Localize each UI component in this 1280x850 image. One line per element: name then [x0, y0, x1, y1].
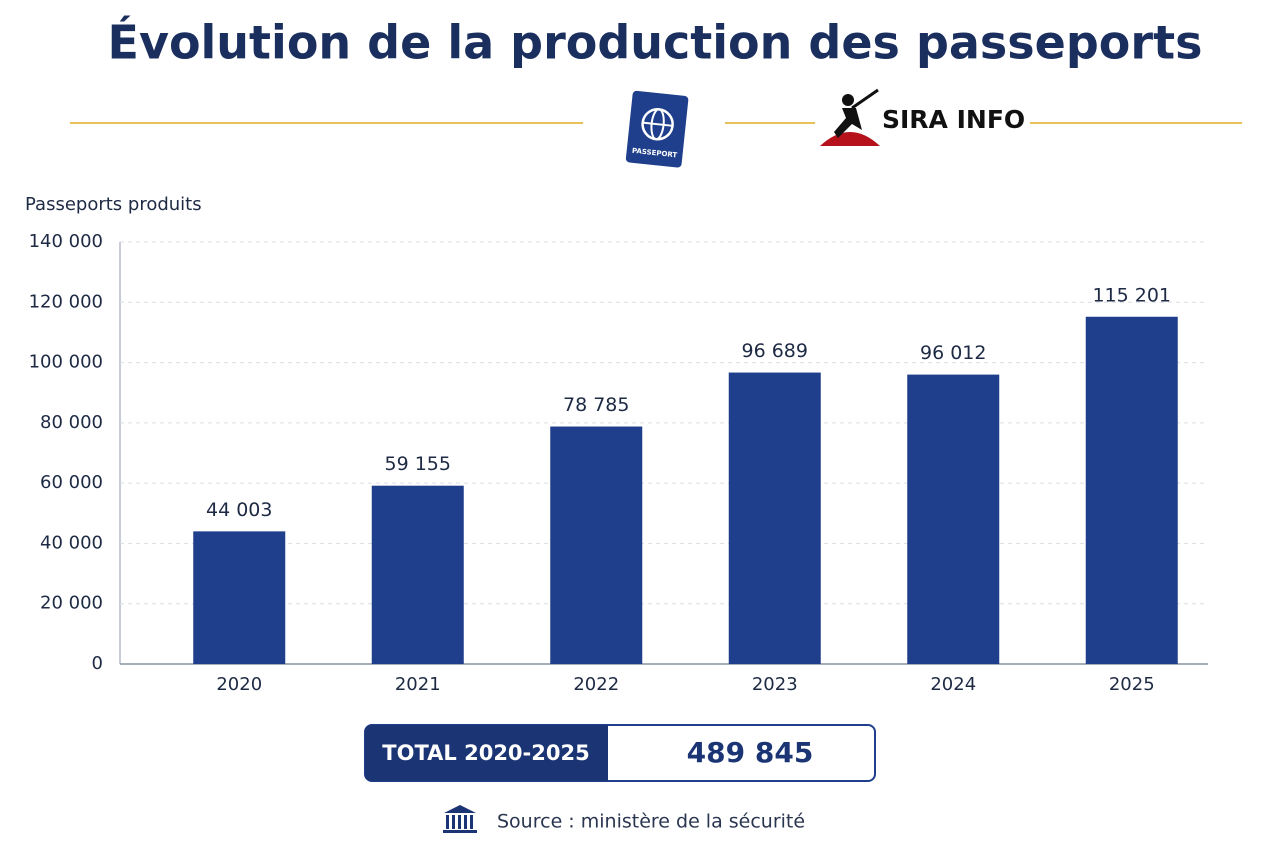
- bar: [193, 531, 286, 664]
- value-label: 96 689: [742, 340, 808, 362]
- y-tick-label: 120 000: [29, 291, 103, 312]
- y-tick-label: 0: [92, 653, 103, 674]
- y-tick-label: 140 000: [29, 231, 103, 252]
- value-label: 96 012: [920, 342, 986, 364]
- bar: [1085, 316, 1178, 664]
- chart-title: Évolution de la production des passeport…: [108, 16, 1203, 70]
- value-label: 44 003: [206, 499, 272, 521]
- total-box: TOTAL 2020-2025 489 845: [364, 724, 876, 782]
- brand-name: SIRA INFO: [882, 105, 1025, 134]
- x-tick-label: 2022: [573, 674, 619, 695]
- y-tick-label: 60 000: [40, 472, 103, 493]
- bar: [371, 485, 464, 664]
- x-tick-label: 2020: [216, 674, 262, 695]
- y-axis-label: Passeports produits: [25, 194, 202, 215]
- x-tick-label: 2023: [752, 674, 798, 695]
- bar: [550, 426, 643, 664]
- y-tick-label: 40 000: [40, 532, 103, 553]
- total-label: TOTAL 2020-2025: [382, 741, 589, 765]
- passport-icon: PASSEPORT: [625, 90, 689, 168]
- bar: [907, 374, 1000, 664]
- value-label: 115 201: [1092, 284, 1171, 306]
- source-icon: [443, 805, 477, 833]
- x-tick-label: 2024: [930, 674, 976, 695]
- y-tick-label: 20 000: [40, 593, 103, 614]
- bar: [728, 372, 821, 664]
- x-tick-label: 2021: [395, 674, 441, 695]
- value-label: 59 155: [385, 453, 451, 475]
- brand-logo: SIRA INFO: [815, 88, 1030, 148]
- value-label: 78 785: [563, 394, 629, 416]
- source: Source : ministère de la sécurité: [497, 811, 805, 833]
- y-tick-label: 80 000: [40, 412, 103, 433]
- total-value: 489 845: [687, 736, 814, 769]
- x-tick-label: 2025: [1109, 674, 1155, 695]
- y-tick-label: 100 000: [29, 352, 103, 373]
